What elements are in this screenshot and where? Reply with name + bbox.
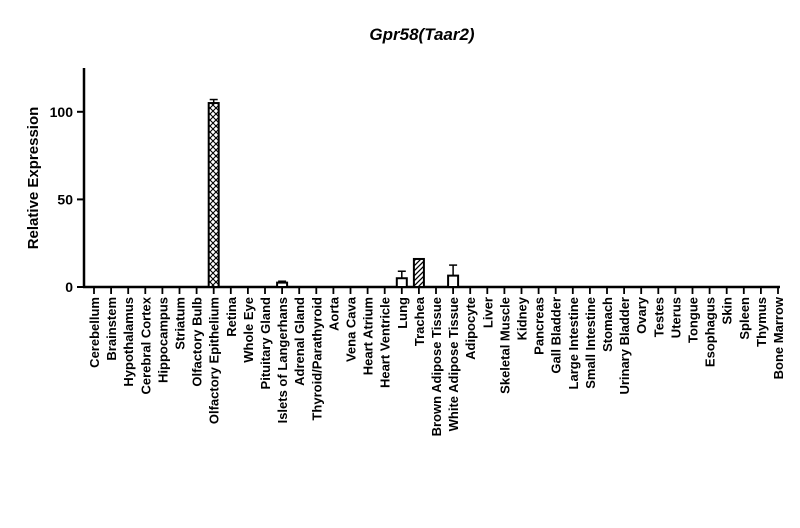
category-label: Brown Adipose Tissue — [429, 297, 444, 436]
category-label: Heart Atrium — [361, 297, 376, 375]
category-label: Heart Ventricle — [378, 297, 393, 388]
y-axis-label: Relative Expression — [25, 107, 42, 250]
y-tick-label: 50 — [57, 191, 73, 207]
category-label: Lung — [395, 297, 410, 329]
category-label: Kidney — [515, 296, 530, 340]
category-label: Adrenal Gland — [292, 297, 307, 386]
category-label: Brainstem — [104, 297, 119, 361]
category-label: Hippocampus — [155, 297, 170, 383]
category-label: Large Intestine — [566, 297, 581, 389]
category-label: Tongue — [686, 297, 701, 343]
category-label: Cerebral Cortex — [138, 296, 153, 394]
category-label: Testes — [651, 297, 666, 337]
category-label: Thyroid/Parathyroid — [309, 297, 324, 421]
category-label: Vena Cava — [344, 296, 359, 362]
category-label: Aorta — [326, 296, 341, 331]
category-label: Liver — [480, 297, 495, 328]
category-label: Skin — [720, 297, 735, 325]
bar — [412, 257, 425, 288]
y-tick-label: 100 — [50, 104, 74, 120]
bar — [207, 102, 220, 289]
category-label: Spleen — [737, 297, 752, 340]
category-label: Islets of Langerhans — [275, 297, 290, 423]
category-label: Olfactory Epithelium — [207, 297, 222, 424]
category-label: Whole Eye — [241, 297, 256, 363]
category-label: Esophagus — [703, 297, 718, 367]
bar — [395, 277, 408, 288]
category-label: Stomach — [600, 297, 615, 352]
category-label: Trachea — [412, 296, 427, 346]
category-label: Small Intestine — [583, 297, 598, 389]
category-label: Cerebellum — [87, 297, 102, 368]
category-label: Ovary — [634, 296, 649, 334]
category-label: White Adipose Tissue — [446, 297, 461, 431]
category-label: Gall Bladder — [549, 297, 564, 374]
category-label: Pancreas — [532, 297, 547, 355]
category-label: Adipocyte — [463, 297, 478, 360]
category-label: Bone Marrow — [771, 296, 786, 379]
y-tick-label: 0 — [65, 279, 73, 295]
category-label: Uterus — [668, 297, 683, 338]
bar — [276, 281, 289, 288]
category-label: Urinary Bladder — [617, 297, 632, 395]
plot-area: 0 50 100 Cerebellum Brainstem Hypothalamus Cer… — [50, 68, 786, 436]
category-label: Thymus — [754, 297, 769, 347]
category-label: Retina — [224, 296, 239, 337]
chart-title: Gpr58(Taar2) — [369, 25, 475, 44]
category-label: Striatum — [173, 297, 188, 350]
category-label: Skeletal Muscle — [497, 297, 512, 394]
category-label: Olfactory Bulb — [190, 297, 205, 387]
category-label: Pituitary Gland — [258, 297, 273, 390]
category-label: Hypothalamus — [121, 297, 136, 387]
bar — [447, 274, 460, 288]
